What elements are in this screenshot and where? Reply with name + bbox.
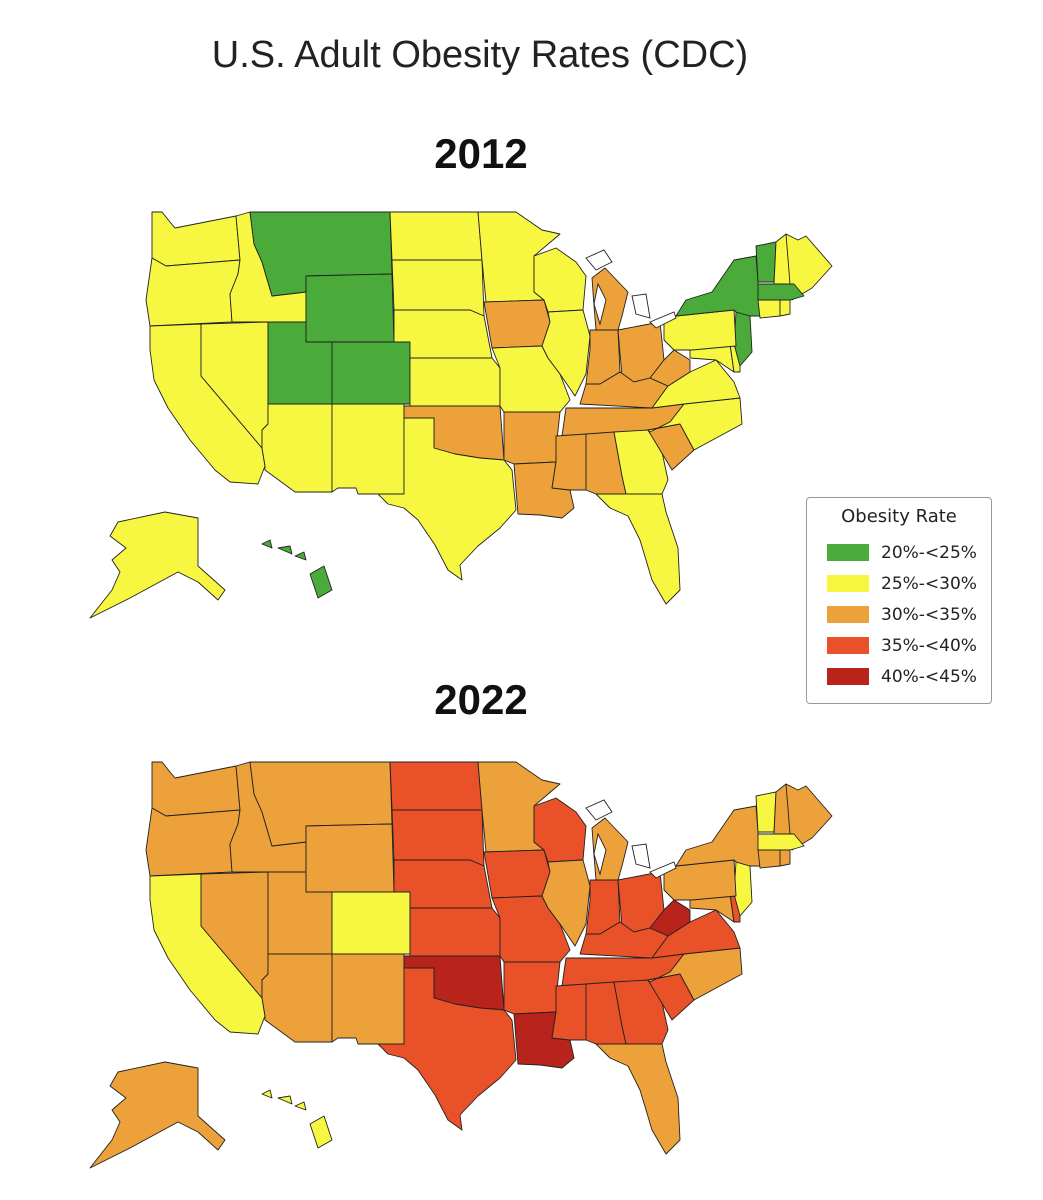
state-az <box>261 953 333 1043</box>
legend-item: 20%-<25% <box>827 537 991 568</box>
state-wy <box>305 823 395 893</box>
great-lake <box>593 282 607 326</box>
state-nd <box>389 211 483 261</box>
state-ma <box>757 833 805 851</box>
state-nm <box>331 403 405 495</box>
state-tx <box>377 417 517 581</box>
state-ia <box>483 299 551 349</box>
great-lake <box>585 249 613 271</box>
great-lake <box>649 861 677 879</box>
state-wv <box>649 899 691 937</box>
state-hi <box>261 1089 333 1149</box>
state-co <box>331 341 411 405</box>
state-il <box>541 309 591 397</box>
state-hi <box>261 539 333 599</box>
legend-item: 25%-<30% <box>827 568 991 599</box>
state-az <box>261 403 333 493</box>
state-vt <box>755 791 777 833</box>
legend-swatch <box>827 668 869 685</box>
great-lake <box>649 311 677 329</box>
state-wv <box>649 349 691 387</box>
legend-item: 35%-<40% <box>827 630 991 661</box>
state-ri <box>779 849 791 867</box>
state-co <box>331 891 411 955</box>
state-nd <box>389 761 483 811</box>
us-map-2012 <box>89 211 833 619</box>
state-sd <box>391 259 485 317</box>
great-lake <box>585 799 613 821</box>
legend-label: 30%-<35% <box>881 604 977 625</box>
great-lake <box>593 832 607 876</box>
map-year-2022: 2022 <box>434 676 528 723</box>
legend-label: 20%-<25% <box>881 542 977 563</box>
state-ar <box>503 411 561 465</box>
state-tx <box>377 967 517 1131</box>
state-ny <box>675 805 761 867</box>
legend-item: 40%-<45% <box>827 661 991 692</box>
state-ar <box>503 961 561 1015</box>
legend-swatch <box>827 544 869 561</box>
state-nm <box>331 953 405 1045</box>
state-ks <box>409 907 501 957</box>
state-sd <box>391 809 485 867</box>
state-ia <box>483 849 551 899</box>
legend-swatch <box>827 637 869 654</box>
state-ri <box>779 299 791 317</box>
great-lake <box>631 843 651 869</box>
state-wy <box>305 273 395 343</box>
state-ak <box>89 1061 226 1169</box>
state-ks <box>409 357 501 407</box>
state-ms <box>551 983 587 1041</box>
state-nc <box>647 947 743 1001</box>
chart-title: U.S. Adult Obesity Rates (CDC) <box>211 34 749 76</box>
state-fl <box>595 1043 681 1155</box>
state-ct <box>757 849 781 869</box>
state-or <box>145 257 241 327</box>
legend-label: 40%-<45% <box>881 666 977 687</box>
legend: Obesity Rate 20%-<25% 25%-<30% 30%-<35% … <box>806 497 992 704</box>
legend-item: 30%-<35% <box>827 599 991 630</box>
state-or <box>145 807 241 877</box>
state-ak <box>89 511 226 619</box>
state-nc <box>647 397 743 451</box>
legend-swatch <box>827 606 869 623</box>
state-il <box>541 859 591 947</box>
state-fl <box>595 493 681 605</box>
state-wa <box>151 211 241 267</box>
legend-label: 35%-<40% <box>881 635 977 656</box>
legend-label: 25%-<30% <box>881 573 977 594</box>
great-lake <box>631 293 651 319</box>
legend-swatch <box>827 575 869 592</box>
map-year-2012: 2012 <box>434 130 528 177</box>
state-ma <box>757 283 805 301</box>
state-wa <box>151 761 241 817</box>
state-ny <box>675 255 761 317</box>
state-ct <box>757 299 781 319</box>
state-vt <box>755 241 777 283</box>
us-map-2022 <box>89 761 833 1169</box>
legend-title: Obesity Rate <box>841 506 957 527</box>
state-ms <box>551 433 587 491</box>
